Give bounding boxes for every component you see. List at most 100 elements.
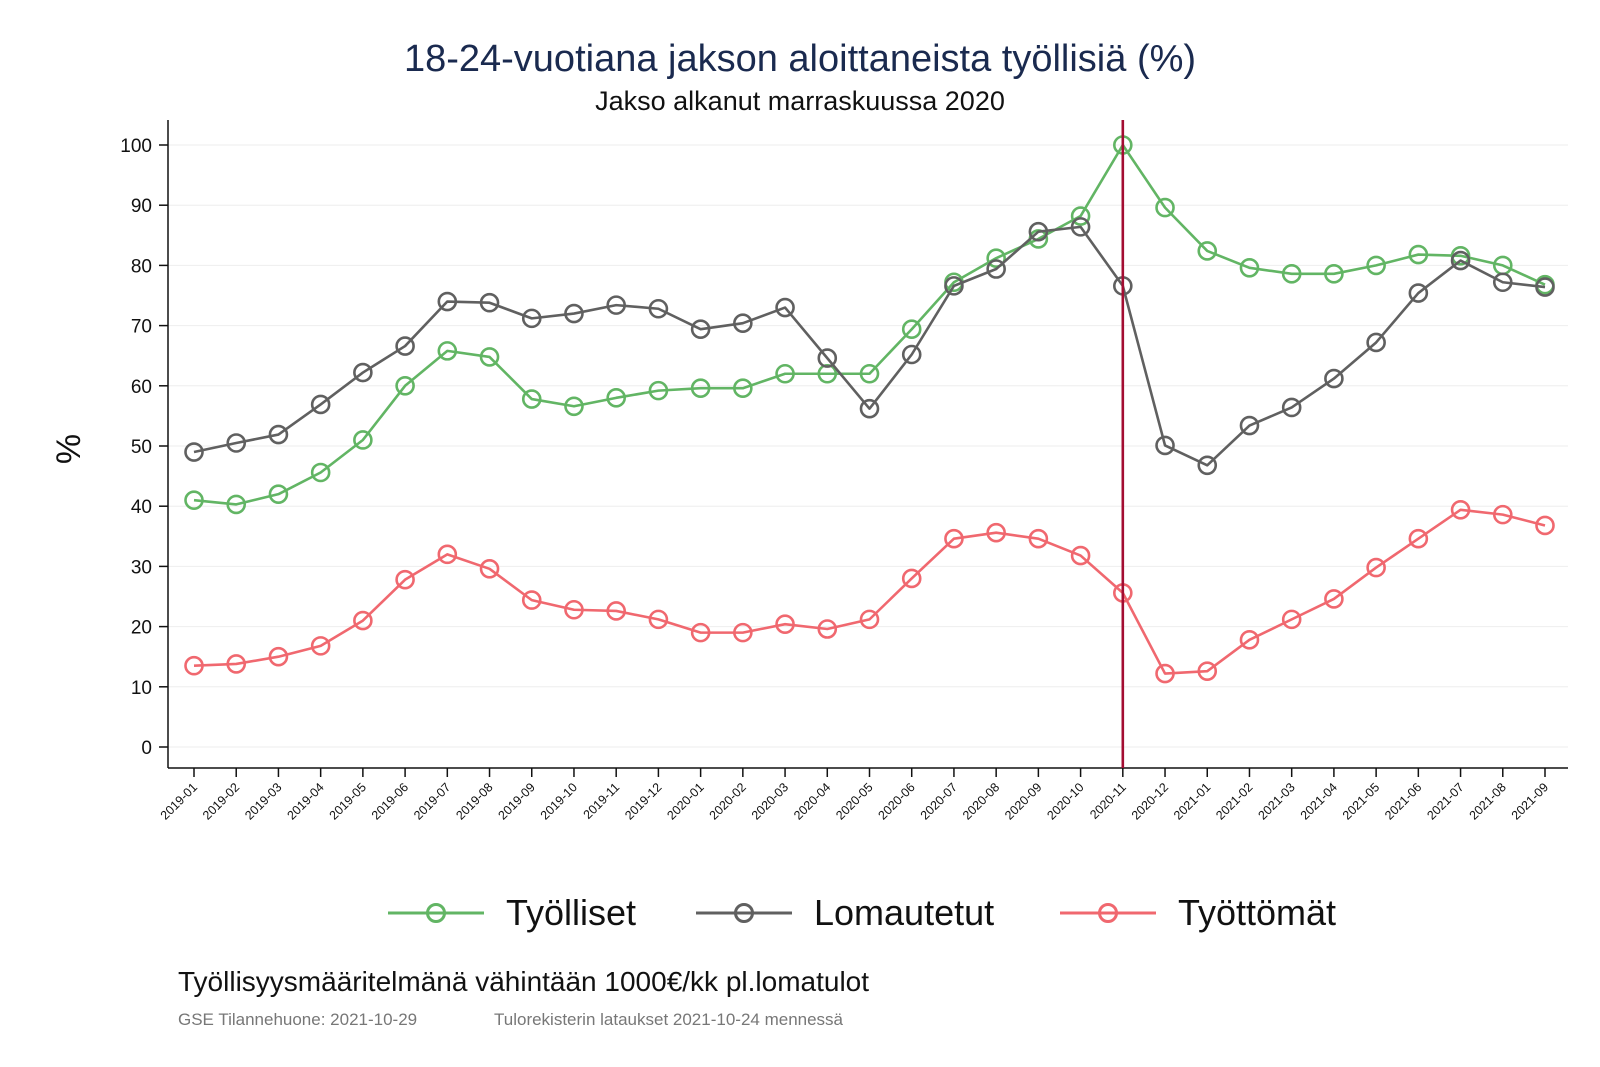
x-tick-label: 2019-06 (369, 780, 411, 822)
data-point (184, 490, 204, 510)
chart-subtitle: Jakso alkanut marraskuussa 2020 (595, 86, 1005, 116)
data-point (268, 424, 289, 445)
data-point (1492, 272, 1513, 293)
data-point (1366, 557, 1386, 578)
x-tick-label: 2021-06 (1382, 780, 1424, 822)
data-point (648, 380, 669, 401)
data-point (226, 654, 247, 674)
data-point (521, 308, 542, 329)
data-point (1155, 197, 1175, 218)
x-tick-label: 2019-10 (538, 780, 580, 822)
y-tick-label: 50 (131, 437, 152, 458)
y-tick-label: 60 (131, 377, 152, 398)
data-point (1281, 264, 1302, 284)
data-point (1535, 515, 1555, 536)
x-tick-label: 2019-03 (242, 780, 284, 822)
data-point (395, 336, 415, 356)
data-point (353, 430, 373, 450)
y-tick-label: 100 (120, 136, 152, 157)
data-point (733, 622, 753, 643)
data-point (1281, 609, 1302, 630)
y-tick-label: 30 (131, 557, 152, 578)
x-tick-label: 2019-12 (622, 780, 664, 822)
data-point (901, 568, 922, 589)
data-point (733, 378, 753, 399)
x-tick-label: 2019-09 (496, 780, 538, 822)
data-point (690, 622, 711, 643)
x-tick-label: 2021-07 (1424, 780, 1466, 822)
data-point (775, 614, 795, 634)
data-point (1450, 500, 1471, 520)
data-point (479, 292, 500, 313)
data-point (817, 619, 838, 639)
x-tick-label: 2019-05 (327, 780, 369, 822)
x-tick-label: 2020-02 (707, 780, 749, 822)
legend-label-lomautetut: Lomautetut (814, 892, 995, 933)
data-point (690, 378, 711, 399)
legend-label-tyolliset: Työlliset (506, 892, 637, 933)
data-point (564, 599, 584, 620)
data-point (775, 363, 795, 384)
legend-label-tyottomat: Työttömät (1178, 892, 1337, 933)
data-point (1366, 332, 1386, 353)
data-point (521, 389, 542, 409)
data-point (986, 522, 1006, 543)
y-tick-label: 40 (131, 497, 152, 518)
data-point (1155, 435, 1175, 456)
data-point (1197, 241, 1218, 261)
x-axis: 2019-01 2019-02 2019-03 2019-04 2019-05 2019-… (158, 767, 1568, 823)
data-point (1408, 528, 1429, 549)
x-tick-label: 2020-04 (791, 780, 833, 822)
x-tick-label: 2021-02 (1213, 780, 1255, 822)
data-point (1408, 283, 1429, 303)
gridlines (168, 144, 1568, 748)
data-point (1450, 250, 1471, 271)
data-point (310, 462, 331, 483)
data-point (733, 313, 753, 333)
data-point (1324, 589, 1344, 609)
y-tick-label: 80 (131, 256, 152, 277)
data-point (817, 363, 838, 384)
data-point (1324, 368, 1344, 389)
y-tick-label: 0 (141, 738, 152, 759)
data-point (859, 609, 880, 630)
data-point (437, 544, 458, 565)
x-tick-label: 2020-06 (876, 780, 918, 822)
x-tick-label: 2020-07 (918, 780, 960, 822)
x-tick-label: 2020-03 (749, 780, 791, 822)
data-point (395, 569, 415, 590)
x-tick-label: 2020-01 (664, 780, 706, 822)
legend-swatch-lomautetut (696, 903, 792, 923)
data-point (521, 590, 542, 610)
data-point (1028, 221, 1049, 242)
data-point (1197, 661, 1218, 681)
x-tick-label: 2021-09 (1509, 780, 1551, 822)
series-line-2 (193, 508, 1546, 675)
x-tick-label: 2019-04 (284, 780, 326, 822)
data-point (1281, 397, 1302, 418)
y-axis-label: % (50, 434, 88, 464)
data-point (1324, 264, 1344, 284)
data-point (1239, 415, 1260, 436)
x-tick-label: 2020-11 (1087, 780, 1129, 822)
data-point (1408, 244, 1429, 265)
data-point (944, 276, 964, 296)
data-point (859, 398, 880, 419)
data-point (395, 375, 415, 396)
x-tick-label: 2019-07 (411, 780, 453, 822)
chart-title: 18-24-vuotiana jakson aloittaneista työl… (403, 38, 1197, 80)
data-point (310, 636, 331, 656)
series-line-1 (193, 225, 1546, 467)
x-tick-label: 2019-08 (453, 780, 495, 822)
data-point (1239, 630, 1260, 650)
data-point (437, 291, 458, 312)
data-point (1070, 206, 1091, 226)
data-point (944, 528, 964, 549)
data-point (817, 348, 838, 368)
data-point (479, 559, 500, 579)
data-point (564, 303, 584, 324)
data-point (353, 362, 373, 383)
footer-source-date: GSE Tilannehuone: 2021-10-29 (178, 1010, 418, 1029)
data-point (690, 319, 711, 340)
